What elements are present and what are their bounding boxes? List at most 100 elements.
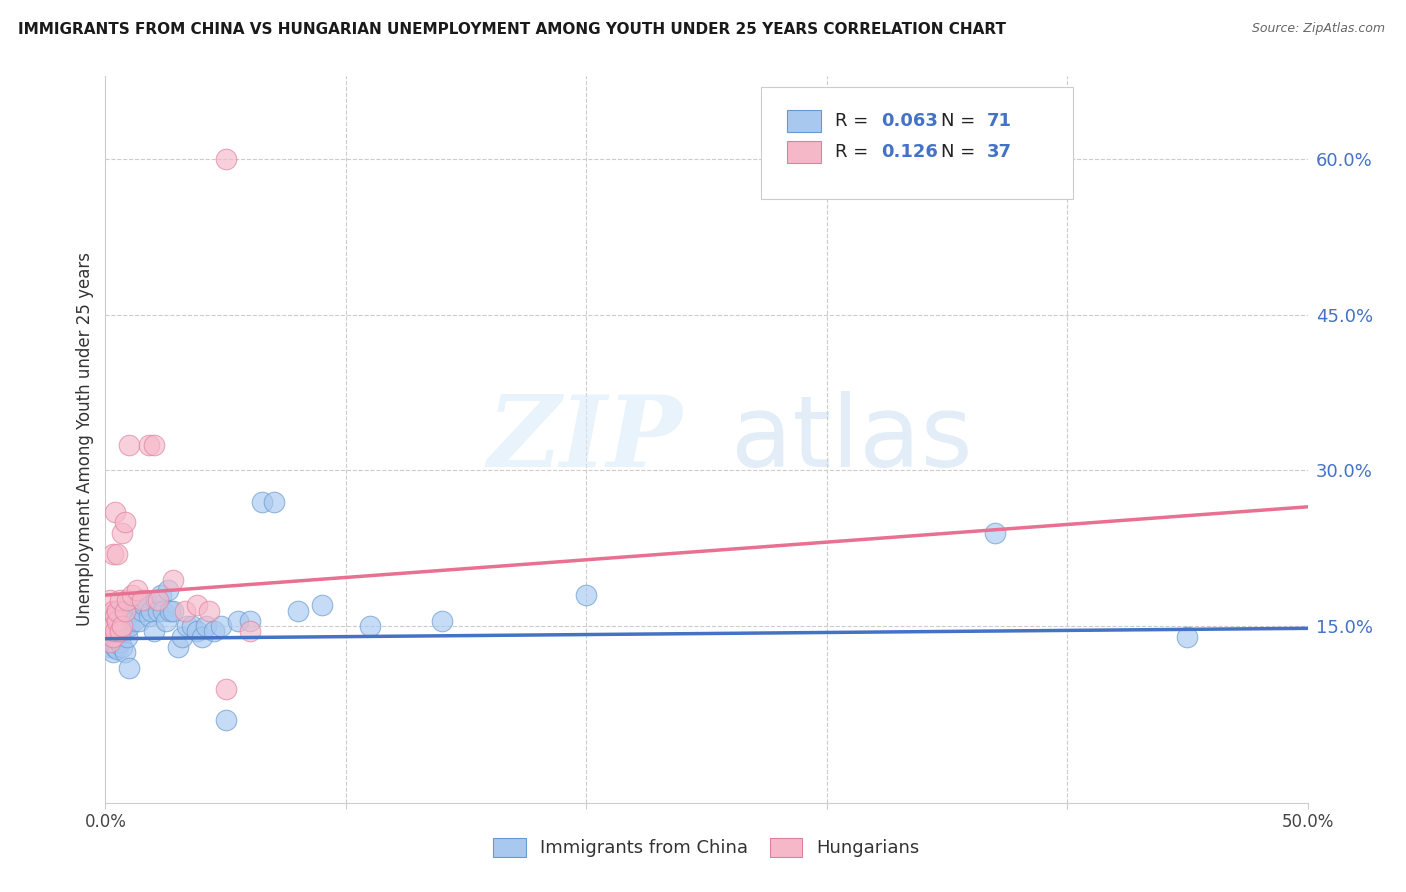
Point [250,494,273,508]
Point [202,624,225,639]
Point [190,630,212,644]
Text: 37: 37 [987,143,1011,161]
Point [101,630,124,644]
Point [108,624,131,639]
Point [107,611,129,625]
Point [101,621,124,635]
Point [131,604,153,618]
Point [115,630,138,644]
Text: ZIP: ZIP [488,391,682,488]
Point [107,604,129,618]
Text: R =: R = [835,143,875,161]
Text: 0.063: 0.063 [880,112,938,130]
Point [142,624,165,639]
Point [98,640,121,654]
Point [186,599,208,613]
Point [101,619,124,633]
Point [114,516,136,530]
Point [98,630,121,644]
Point [104,624,127,639]
Point [114,604,136,618]
Point [101,645,124,659]
Point [226,614,249,628]
Point [104,640,127,654]
Point [173,604,195,618]
Point [107,621,129,635]
Point [176,619,198,633]
FancyBboxPatch shape [787,141,821,163]
Text: IMMIGRANTS FROM CHINA VS HUNGARIAN UNEMPLOYMENT AMONG YOUTH UNDER 25 YEARS CORRE: IMMIGRANTS FROM CHINA VS HUNGARIAN UNEMP… [18,22,1007,37]
Point [159,604,181,618]
FancyBboxPatch shape [787,110,821,132]
Point [172,630,194,644]
Point [114,619,136,633]
Point [575,588,598,602]
Point [214,681,236,696]
Point [108,635,131,649]
Point [142,437,165,451]
Point [114,645,136,659]
Point [198,604,221,618]
Point [101,635,124,649]
Point [135,593,157,607]
Point [107,547,129,561]
Point [145,593,167,607]
Text: N =: N = [941,143,981,161]
Point [155,614,177,628]
Point [111,619,134,633]
Text: R =: R = [835,112,875,130]
Point [97,619,120,633]
Point [125,599,148,613]
Point [108,614,131,628]
Text: Source: ZipAtlas.com: Source: ZipAtlas.com [1251,22,1385,36]
Point [104,611,127,625]
Text: atlas: atlas [731,391,972,488]
Point [149,588,172,602]
Point [98,614,121,628]
Point [104,619,127,633]
Point [239,614,262,628]
Point [152,604,174,618]
Point [98,624,121,639]
Y-axis label: Unemployment Among Youth under 25 years: Unemployment Among Youth under 25 years [76,252,94,626]
Text: N =: N = [941,112,981,130]
Point [359,619,381,633]
Point [139,604,162,618]
Point [104,505,127,519]
Point [148,593,170,607]
Point [128,614,150,628]
Point [125,582,148,597]
Point [121,588,143,602]
Point [101,614,124,628]
Point [311,599,333,613]
Point [104,608,127,623]
Point [984,525,1007,540]
Text: 0.126: 0.126 [880,143,938,161]
Point [214,713,236,727]
Point [107,614,129,628]
Point [97,624,120,639]
Point [104,630,127,644]
Point [195,619,218,633]
Point [132,599,155,613]
Point [111,525,134,540]
Point [98,624,121,639]
Point [138,608,160,623]
Point [124,614,146,628]
Point [263,494,285,508]
Point [101,604,124,618]
Point [101,547,124,561]
Point [97,614,120,628]
Point [111,614,134,628]
Point [148,604,170,618]
Point [430,614,453,628]
Point [107,632,129,646]
Point [239,624,262,639]
Point [107,642,129,657]
Point [97,608,120,623]
Point [98,619,121,633]
Point [108,593,131,607]
Point [181,619,204,633]
Point [209,619,232,633]
Point [111,640,134,654]
